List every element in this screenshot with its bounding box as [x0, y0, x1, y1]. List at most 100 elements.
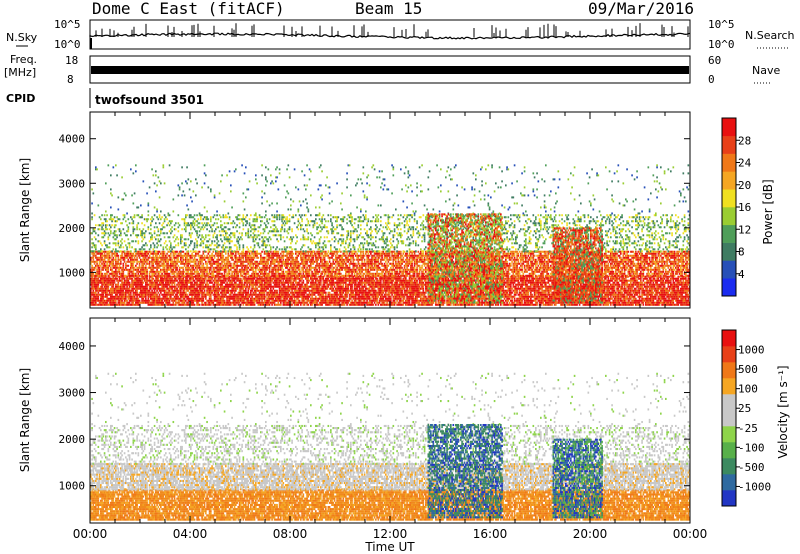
power-cell [234, 292, 236, 294]
power-cell [325, 292, 327, 294]
power-cell [514, 296, 516, 298]
power-cell [519, 282, 521, 284]
power-cell [273, 298, 275, 300]
power-cell [323, 278, 325, 280]
power-cell [504, 280, 506, 282]
power-cell [270, 284, 272, 286]
power-cell [384, 302, 386, 304]
power-cell [404, 288, 406, 290]
power-cell [186, 294, 188, 296]
power-cell [423, 290, 425, 292]
power-cell [245, 288, 247, 290]
power-cell [316, 302, 318, 304]
power-cell [319, 286, 321, 288]
power-cell [145, 298, 147, 300]
power-cell [396, 282, 398, 284]
power-cell [365, 286, 367, 288]
power-cell [390, 296, 392, 298]
power-cell [108, 288, 110, 290]
power-cell [121, 280, 123, 282]
power-cell [383, 298, 385, 300]
power-cell [531, 294, 533, 296]
power-cell [510, 294, 512, 296]
power-cell [279, 284, 281, 286]
power-cell [121, 300, 123, 302]
power-cell [425, 296, 427, 298]
power-cell [536, 302, 538, 304]
power-cell [201, 290, 203, 292]
power-cell [193, 278, 195, 280]
power-cell [300, 304, 302, 306]
power-cell [186, 278, 188, 280]
power-cell [341, 294, 343, 296]
power-cell [235, 282, 237, 284]
power-cell [516, 292, 518, 294]
power-cell [514, 298, 516, 300]
power-cell [270, 282, 272, 284]
power-cell [340, 298, 342, 300]
power-cell [175, 286, 177, 288]
power-cell [298, 304, 300, 306]
power-cell [171, 278, 173, 280]
power-cell [143, 282, 145, 284]
power-cell [98, 286, 100, 288]
power-cell [264, 298, 266, 300]
power-cell [348, 302, 350, 304]
power-cell [129, 288, 131, 290]
power-cell [506, 302, 508, 304]
power-cell [419, 290, 421, 292]
power-cell [203, 300, 205, 302]
power-cell [469, 288, 471, 290]
power-cell [535, 288, 537, 290]
power-cell [136, 292, 138, 294]
power-cell [269, 304, 271, 306]
power-cell [355, 282, 357, 284]
power-cell [136, 290, 138, 292]
power-cell [254, 304, 256, 306]
power-cell [188, 290, 190, 292]
power-cell [271, 280, 273, 282]
power-cell [175, 304, 177, 306]
power-cell [218, 292, 220, 294]
power-cell [203, 284, 205, 286]
power-cell [514, 282, 516, 284]
power-cell [205, 278, 207, 280]
power-cell [244, 300, 246, 302]
power-cell [175, 278, 177, 280]
power-cell [130, 294, 132, 296]
power-cell [548, 282, 550, 284]
power-cell [289, 290, 291, 292]
power-cell [204, 288, 206, 290]
power-cell [294, 294, 296, 296]
power-cell [156, 294, 158, 296]
power-cell [359, 294, 361, 296]
power-cell [423, 282, 425, 284]
power-cell [385, 292, 387, 294]
power-cell [349, 300, 351, 302]
power-cell [359, 286, 361, 288]
power-cell [295, 280, 297, 282]
power-cell [551, 304, 553, 306]
power-cell [225, 294, 227, 296]
power-cell [308, 304, 310, 306]
power-cell [249, 296, 251, 298]
power-cell [251, 290, 253, 292]
power-cell [510, 290, 512, 292]
power-cell [113, 284, 115, 286]
power-cell [210, 298, 212, 300]
power-cell [380, 280, 382, 282]
power-cell [215, 278, 217, 280]
power-cell [255, 292, 257, 294]
power-cell [396, 300, 398, 302]
power-cell [203, 298, 205, 300]
power-cell [174, 284, 176, 286]
power-cell [126, 286, 128, 288]
power-cell [126, 300, 128, 302]
power-cell [296, 286, 298, 288]
power-cell [331, 286, 333, 288]
power-cell [243, 288, 245, 290]
power-cell [423, 288, 425, 290]
power-cell [346, 304, 348, 306]
power-cell [303, 282, 305, 284]
